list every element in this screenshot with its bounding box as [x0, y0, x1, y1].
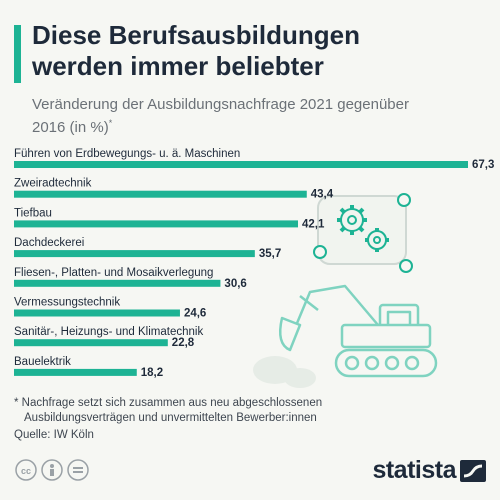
- category-label: Zweiradtechnik: [14, 178, 92, 190]
- category-label: Vermessungstechnik: [14, 297, 120, 309]
- value-label: 22,8: [172, 337, 195, 349]
- footnote: * Nachfrage setzt sich zusammen aus neu …: [14, 396, 414, 426]
- footnote-line-1: * Nachfrage setzt sich zusammen aus neu …: [14, 397, 323, 409]
- brand[interactable]: statista: [372, 456, 486, 485]
- value-label: 42,1: [302, 218, 325, 230]
- subtitle-footnote-mark: *: [108, 118, 113, 128]
- subtitle-text: Veränderung der Ausbildungsnachfrage 202…: [32, 96, 409, 136]
- bar: [14, 250, 255, 258]
- statista-logo-icon: [460, 459, 486, 482]
- title-accent-bar: [14, 25, 21, 83]
- value-label: 24,6: [184, 308, 206, 320]
- bar: [14, 161, 468, 168]
- source-label: Quelle: IW Köln: [14, 429, 94, 441]
- bar: [14, 279, 221, 287]
- value-label: 30,6: [224, 278, 246, 290]
- excavator-icon: [253, 284, 438, 388]
- value-label: 35,7: [259, 248, 281, 260]
- value-label: 18,2: [141, 367, 163, 379]
- license-icons[interactable]: cc: [14, 458, 104, 484]
- category-label: Sanitär-, Heizungs- und Klimatechnik: [14, 326, 203, 338]
- brand-name: statista: [372, 456, 456, 484]
- bar: [14, 368, 137, 376]
- value-label: 43,4: [311, 189, 334, 201]
- category-label: Führen von Erdbewegungs- u. ä. Maschinen: [14, 148, 240, 160]
- cc-icon[interactable]: cc: [15, 459, 37, 481]
- bar: [14, 339, 168, 347]
- person-icon[interactable]: [41, 459, 63, 481]
- equals-icon[interactable]: [67, 459, 89, 481]
- category-label: Dachdeckerei: [14, 237, 84, 249]
- footnote-line-2: Ausbildungsverträgen und unvermittelten …: [24, 412, 317, 424]
- chart-title: Diese Berufsausbildungen werden immer be…: [32, 20, 360, 81]
- category-label: Tiefbau: [14, 207, 52, 219]
- bar: [14, 190, 307, 198]
- value-label: 67,3: [472, 159, 494, 171]
- bar: [14, 309, 180, 317]
- gears-icon: [313, 193, 413, 273]
- svg-text:cc: cc: [21, 466, 31, 476]
- category-label: Bauelektrik: [14, 356, 71, 368]
- chart-subtitle: Veränderung der Ausbildungsnachfrage 202…: [32, 95, 432, 137]
- bar: [14, 220, 299, 228]
- category-label: Fliesen-, Platten- und Mosaikverlegung: [14, 267, 213, 279]
